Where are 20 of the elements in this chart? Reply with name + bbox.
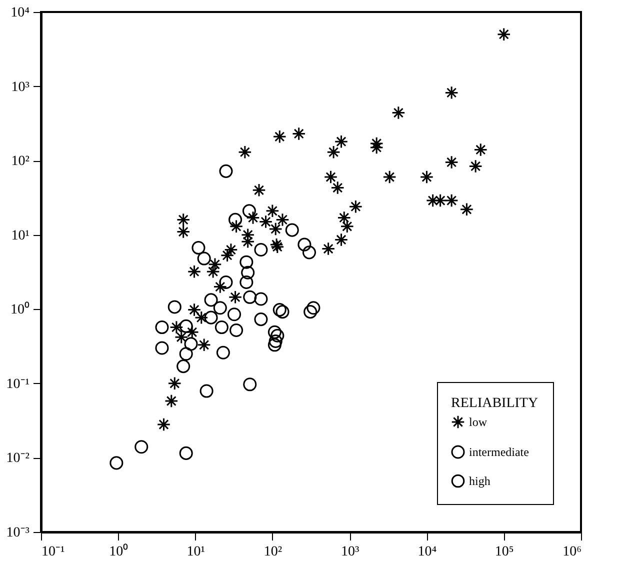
y-tick-label: 10⁻² — [6, 451, 30, 466]
legend-label: intermediate — [469, 445, 529, 459]
x-tick-label: 10¹ — [186, 544, 205, 560]
y-tick-label: 10⁻¹ — [6, 376, 30, 392]
legend-title: RELIABILITY — [451, 396, 538, 411]
y-tick-label: 10³ — [11, 80, 30, 95]
x-tick-label: 10² — [264, 544, 282, 560]
x-tick-label: 10⁴ — [418, 544, 437, 560]
x-tick-label: 10³ — [340, 544, 360, 560]
y-tick-label: 10² — [11, 154, 30, 170]
y-tick-label: 10⁻³ — [6, 526, 30, 540]
y-tick-label: 10⁴ — [10, 6, 30, 20]
x-tick-label: 10⁵ — [494, 544, 514, 560]
y-tick-label: 10⁰ — [10, 302, 30, 318]
legend-label: low — [469, 415, 488, 429]
x-tick-label: 10⁻¹ — [42, 544, 65, 560]
x-tick-label: 10⁶ — [562, 544, 582, 560]
y-tick-label: 10¹ — [11, 228, 30, 244]
legend-label: high — [469, 474, 490, 488]
x-tick-label: 10⁰ — [109, 544, 128, 560]
